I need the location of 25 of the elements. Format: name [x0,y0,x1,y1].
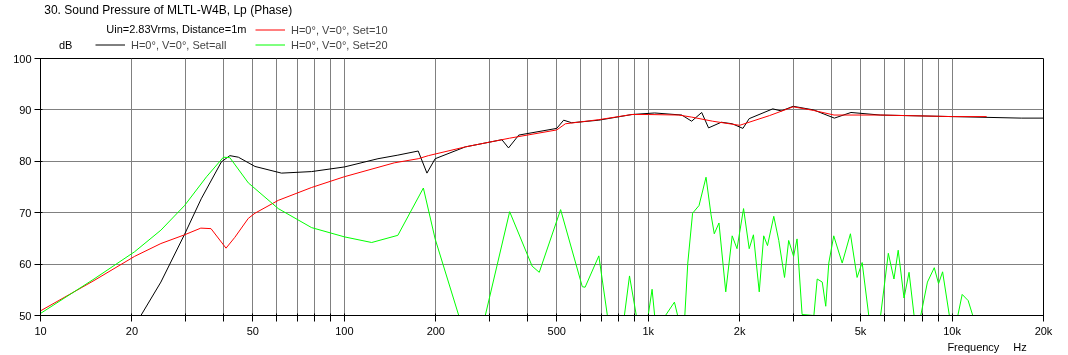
x-tick-label: 500 [547,324,566,337]
x-tick-label: 20 [125,324,139,337]
x-tick-label: 50 [246,324,260,337]
legend-label: H=0°, V=0°, Set=all [131,38,227,51]
x-tick-label: 200 [426,324,445,337]
x-tick-label: 100 [335,324,354,337]
y-tick-label: 100 [13,52,32,65]
text: Hz [1013,340,1027,353]
y-axis-title: dB [58,38,73,51]
x-tick-label: 10k [943,324,962,337]
y-tick-label: 90 [19,103,32,116]
y-tick-label: 50 [19,309,32,322]
y-tick-label: 70 [19,206,32,219]
legend-label: H=0°, V=0°, Set=10 [291,23,388,36]
y-tick-label: 60 [19,258,32,271]
y-tick-label: 80 [19,155,32,168]
chart-title: 30. Sound Pressure of MLTL-W4B, Lp (Phase) [44,2,293,17]
x-tick-label: 10 [34,324,47,337]
legend-label: H=0°, V=0°, Set=20 [291,38,388,51]
text: Uin=2.83Vrms, Distance=1m [106,22,247,35]
x-tick-label: 5k [854,324,867,337]
x-tick-label: 20k [1034,324,1053,337]
x-axis-title: Frequency [947,340,1000,353]
x-tick-label: 2k [733,324,746,337]
x-tick-label: 1k [642,324,655,337]
